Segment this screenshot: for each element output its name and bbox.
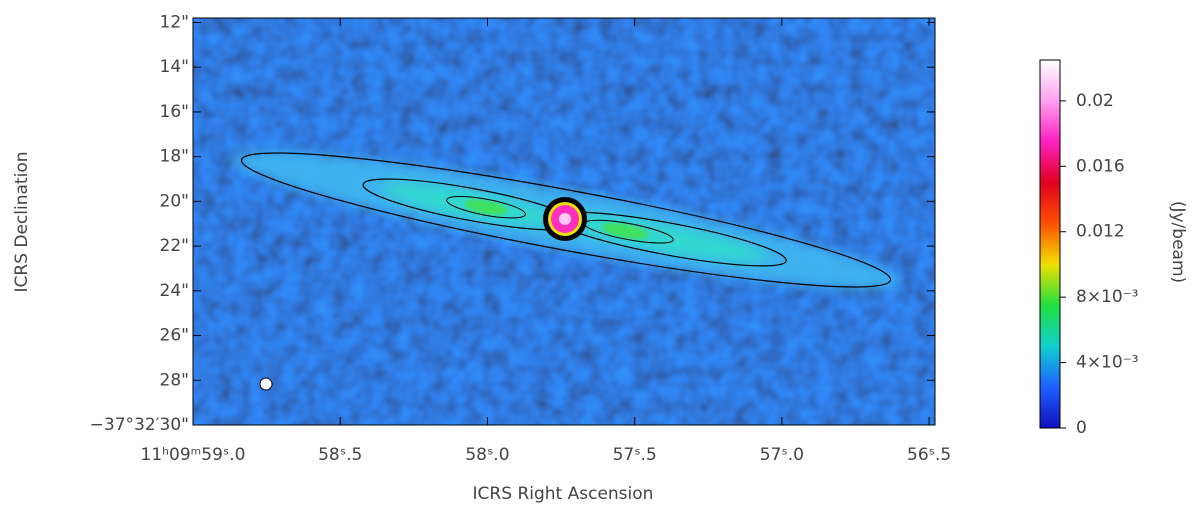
y-tick-label: 26" [160, 326, 189, 346]
y-tick-label: 16" [160, 102, 189, 122]
colorbar-tick-label: 0.02 [1076, 91, 1114, 111]
y-tick-label: 22" [160, 236, 189, 256]
y-tick-label: 12" [160, 12, 189, 32]
x-tick-label: 11ʰ09ᵐ59ˢ.0 [141, 445, 246, 465]
image [193, 18, 935, 425]
y-tick-label: 18" [160, 147, 189, 167]
x-tick-label: 58ˢ.0 [465, 445, 509, 465]
x-tick-label: 58ˢ.5 [318, 445, 362, 465]
colorbar-label: (Jy/beam) [1168, 201, 1188, 283]
y-tick-label: 24" [160, 281, 189, 301]
colorbar-tick-label: 0 [1076, 418, 1087, 438]
y-tick-label: −37°32′30" [90, 415, 189, 435]
x-tick-label: 56ˢ.5 [907, 445, 951, 465]
x-tick-label: 57ˢ.5 [613, 445, 657, 465]
y-tick-label: 14" [160, 57, 189, 77]
colorbar-tick-label: 8×10⁻³ [1076, 287, 1138, 307]
colorbar-tick-label: 0.016 [1076, 156, 1125, 176]
y-tick-label: 20" [160, 191, 189, 211]
figure: ICRS Right Ascension ICRS Declination (J… [0, 0, 1194, 506]
y-axis-label: ICRS Declination [12, 152, 32, 293]
colorbar-tick-label: 4×10⁻³ [1076, 353, 1138, 373]
x-tick-label: 57ˢ.0 [760, 445, 804, 465]
x-axis-label: ICRS Right Ascension [473, 484, 654, 504]
y-tick-label: 28" [160, 370, 189, 390]
colorbar [1040, 60, 1060, 428]
colorbar-tick-label: 0.012 [1076, 222, 1125, 242]
